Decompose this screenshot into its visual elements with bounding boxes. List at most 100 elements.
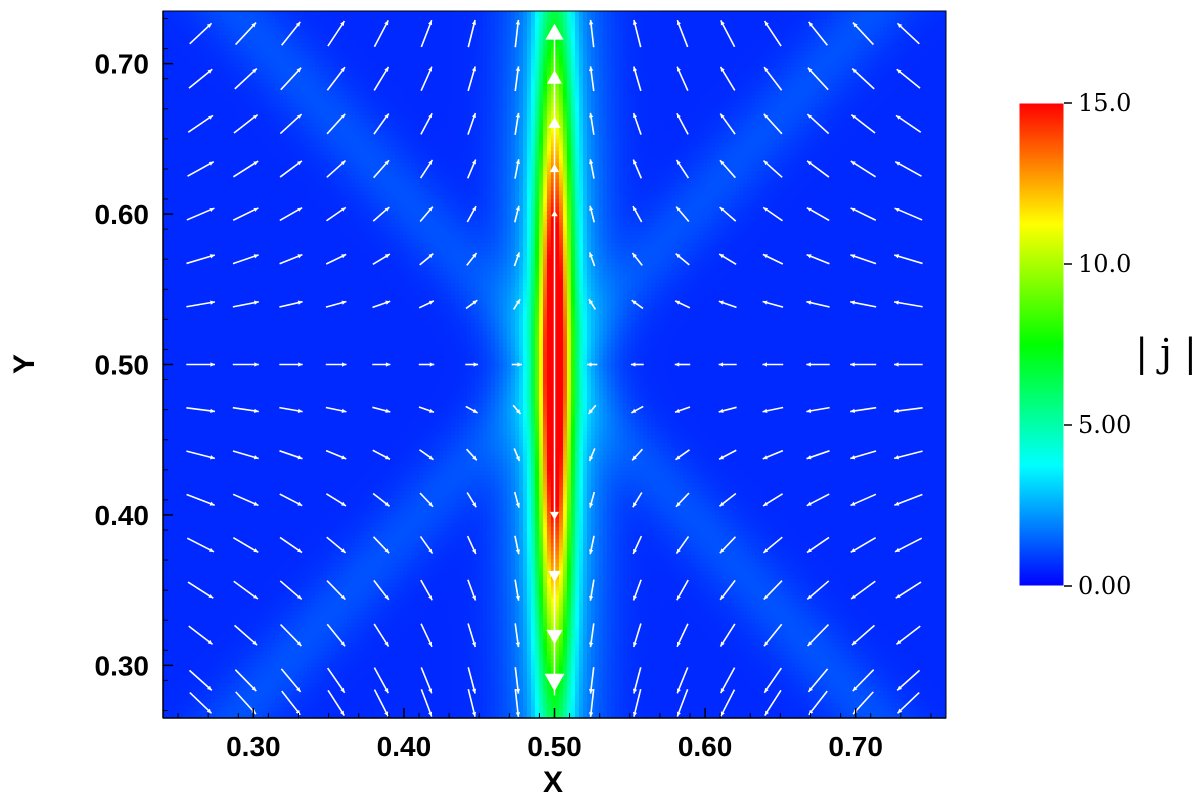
heatmap-cell <box>171 311 176 316</box>
heatmap-cell <box>239 335 244 340</box>
heatmap-cell <box>255 11 260 16</box>
heatmap-cell <box>251 347 256 352</box>
heatmap-cell <box>167 475 172 480</box>
heatmap-cell <box>175 227 180 232</box>
heatmap-cell <box>211 623 216 628</box>
heatmap-cell <box>223 699 228 704</box>
heatmap-cell <box>191 603 196 608</box>
heatmap-cell <box>171 275 176 280</box>
heatmap-cell <box>219 195 224 200</box>
heatmap-cell <box>187 427 192 432</box>
heatmap-cell <box>175 431 180 436</box>
heatmap-cell <box>239 111 244 116</box>
heatmap-cell <box>263 255 268 260</box>
heatmap-cell <box>243 227 248 232</box>
heatmap-cell <box>251 167 256 172</box>
heatmap-cell <box>223 103 228 108</box>
heatmap-cell <box>191 339 196 344</box>
heatmap-cell <box>215 191 220 196</box>
heatmap-cell <box>219 527 224 532</box>
heatmap-cell <box>259 339 264 344</box>
heatmap-cell <box>195 43 200 48</box>
heatmap-cell <box>223 663 228 668</box>
heatmap-cell <box>263 227 268 232</box>
heatmap-cell <box>271 255 276 260</box>
heatmap-cell <box>243 131 248 136</box>
heatmap-cell <box>223 475 228 480</box>
heatmap-cell <box>215 523 220 528</box>
heatmap-cell <box>223 559 228 564</box>
heatmap-cell <box>195 563 200 568</box>
heatmap-cell <box>171 495 176 500</box>
heatmap-cell <box>267 623 272 628</box>
heatmap-cell <box>207 51 212 56</box>
heatmap-cell <box>223 555 228 560</box>
heatmap-cell <box>195 111 200 116</box>
heatmap-cell <box>199 183 204 188</box>
heatmap-cell <box>179 199 184 204</box>
heatmap-cell <box>203 267 208 272</box>
heatmap-cell <box>255 75 260 80</box>
heatmap-cell <box>187 119 192 124</box>
heatmap-cell <box>251 527 256 532</box>
heatmap-cell <box>259 523 264 528</box>
heatmap-cell <box>191 223 196 228</box>
heatmap-cell <box>263 11 268 16</box>
heatmap-cell <box>179 383 184 388</box>
heatmap-cell <box>219 507 224 512</box>
heatmap-cell <box>199 651 204 656</box>
heatmap-cell <box>187 587 192 592</box>
heatmap-cell <box>187 147 192 152</box>
heatmap-cell <box>263 711 268 716</box>
heatmap-cell <box>227 491 232 496</box>
heatmap-cell <box>223 515 228 520</box>
heatmap-cell <box>207 203 212 208</box>
heatmap-cell <box>231 619 236 624</box>
heatmap-cell <box>231 467 236 472</box>
heatmap-cell <box>183 595 188 600</box>
heatmap-cell <box>175 571 180 576</box>
heatmap-cell <box>167 87 172 92</box>
heatmap-cell <box>219 111 224 116</box>
heatmap-cell <box>215 275 220 280</box>
heatmap-cell <box>235 231 240 236</box>
heatmap-cell <box>179 615 184 620</box>
heatmap-cell <box>219 347 224 352</box>
heatmap-cell <box>183 439 188 444</box>
heatmap-cell <box>255 467 260 472</box>
heatmap-cell <box>207 607 212 612</box>
heatmap-cell <box>227 219 232 224</box>
heatmap-cell <box>187 611 192 616</box>
heatmap-cell <box>267 347 272 352</box>
heatmap-cell <box>227 695 232 700</box>
heatmap-cell <box>171 111 176 116</box>
heatmap-cell <box>171 103 176 108</box>
heatmap-cell <box>207 423 212 428</box>
heatmap-cell <box>195 231 200 236</box>
heatmap-cell <box>255 559 260 564</box>
heatmap-cell <box>167 307 172 312</box>
heatmap-cell <box>175 203 180 208</box>
heatmap-cell <box>255 123 260 128</box>
heatmap-cell <box>223 563 228 568</box>
heatmap-cell <box>247 271 252 276</box>
heatmap-cell <box>187 107 192 112</box>
heatmap-cell <box>243 115 248 120</box>
heatmap-cell <box>243 111 248 116</box>
heatmap-cell <box>223 635 228 640</box>
heatmap-cell <box>191 291 196 296</box>
heatmap-cell <box>195 527 200 532</box>
heatmap-cell <box>215 675 220 680</box>
heatmap-cell <box>223 71 228 76</box>
heatmap-cell <box>259 451 264 456</box>
heatmap-cell <box>215 387 220 392</box>
heatmap-cell <box>183 187 188 192</box>
heatmap-cell <box>175 659 180 664</box>
heatmap-cell <box>171 183 176 188</box>
heatmap-cell <box>167 555 172 560</box>
heatmap-cell <box>263 619 268 624</box>
heatmap-cell <box>187 435 192 440</box>
heatmap-cell <box>167 143 172 148</box>
heatmap-cell <box>255 267 260 272</box>
heatmap-cell <box>215 59 220 64</box>
